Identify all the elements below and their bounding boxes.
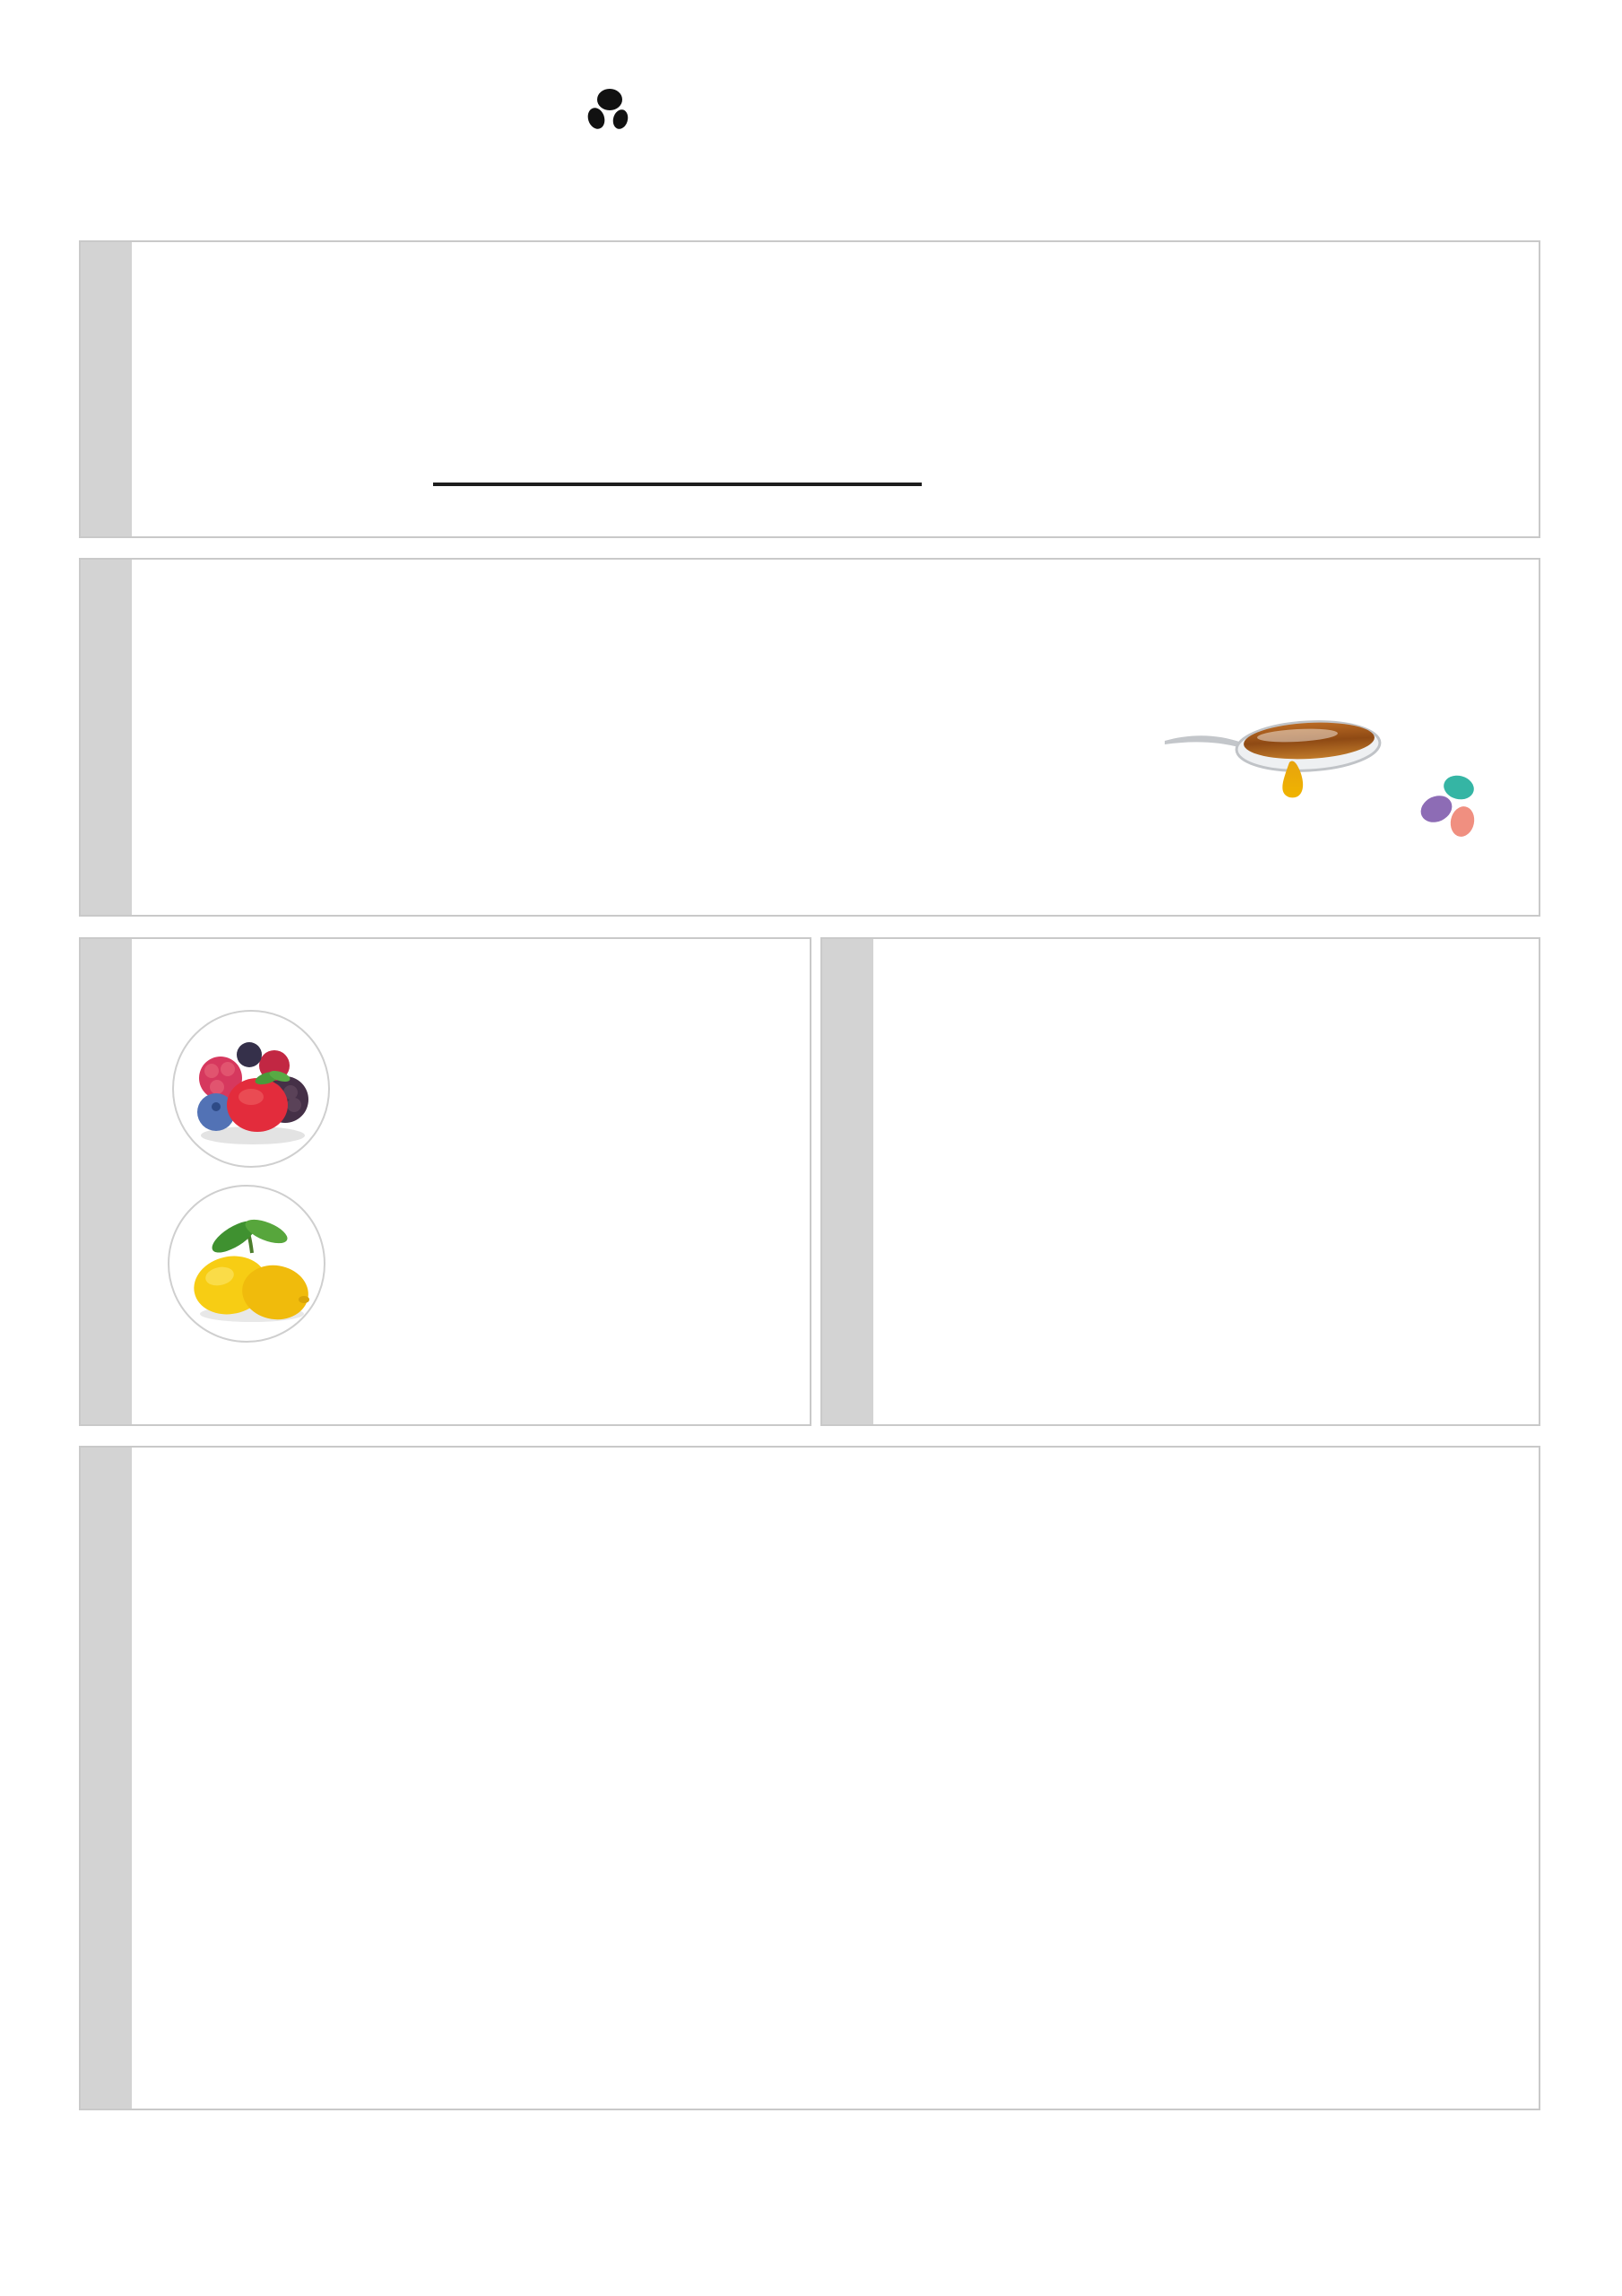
next-page-stripe-blue <box>438 2283 681 2296</box>
qr-code-icon <box>995 267 1107 379</box>
product-photo <box>1165 720 1475 837</box>
sclabs-logo-icon <box>586 88 633 137</box>
report-header <box>79 34 1540 142</box>
section-aroma-flavor <box>79 937 811 1426</box>
powered-by-block <box>574 88 646 137</box>
section-general <box>79 240 1540 538</box>
section-cannabinoids <box>79 558 1540 917</box>
aroma-flavor-radar-chart <box>308 939 854 1387</box>
section-phytoprint-sidebar <box>81 1448 132 2109</box>
section-entourage-sidebar <box>822 939 873 1424</box>
stripe-yellow <box>79 189 1540 209</box>
section-cannabinoids-sidebar <box>81 560 132 915</box>
stripe-blue <box>79 166 1540 186</box>
berries-image <box>172 1010 330 1168</box>
general-scale-ruler <box>433 459 922 486</box>
section-general-sidebar <box>81 242 132 536</box>
cannabinoid-ratio-donut <box>209 637 451 879</box>
qr-block <box>970 267 1132 390</box>
spoon-icon <box>1165 720 1382 798</box>
section-entourage <box>820 937 1540 1426</box>
lemons-image <box>168 1185 325 1343</box>
color-dots-logo-icon <box>1420 775 1475 837</box>
stripe-purple <box>79 213 1540 232</box>
entourage-polar-chart <box>873 939 1540 1387</box>
section-phytoprint <box>79 1446 1540 2110</box>
next-page-stripe-green <box>684 2283 928 2296</box>
section-aroma-sidebar <box>81 939 132 1424</box>
